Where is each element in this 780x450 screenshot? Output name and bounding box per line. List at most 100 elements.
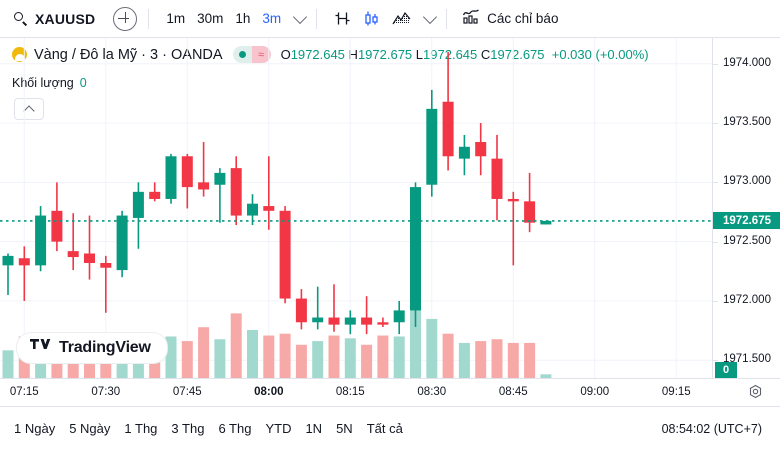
range-6-thg[interactable]: 6 Thg [218, 421, 252, 436]
price-tick-mark [713, 182, 718, 184]
market-open-dot-icon [232, 46, 252, 63]
volume-bar [132, 350, 144, 378]
ohlc-o-label: O [280, 47, 291, 62]
indicators-icon [462, 8, 481, 30]
add-symbol-button[interactable] [113, 6, 138, 31]
legend-title[interactable]: Vàng / Đô la Mỹ · 3 · OANDA [34, 46, 223, 63]
time-tick-label: 08:30 [417, 386, 447, 398]
price-axis[interactable]: 1974.000 1973.500 1973.000 1972.500 1972.000… [712, 38, 780, 378]
volume-bar [458, 342, 470, 378]
candle-body [181, 156, 193, 188]
range-5n[interactable]: 5N [336, 421, 353, 436]
time-tick-label: 07:30 [91, 386, 121, 398]
candle-body [279, 210, 291, 299]
symbol-search-button[interactable]: XAUUSD [10, 11, 99, 27]
time-tick-label: 08:45 [498, 386, 528, 398]
price-tick-label: 1972.000 [723, 293, 771, 306]
crosshair-settings-icon[interactable] [747, 384, 764, 401]
chevron-down-icon[interactable] [293, 9, 308, 24]
candle-body [540, 220, 552, 225]
candle-body [132, 191, 144, 218]
chart-type-chevron-down-icon[interactable] [423, 9, 438, 24]
volume-bar [328, 335, 340, 378]
price-tick-mark [713, 63, 718, 65]
timeframe-3m[interactable]: 3m [262, 11, 282, 26]
volume-bar [507, 342, 519, 378]
timeframe-30m[interactable]: 30m [197, 11, 224, 26]
range-ytd[interactable]: YTD [265, 421, 292, 436]
chart-pane[interactable] [0, 38, 712, 378]
volume-bar [181, 341, 193, 378]
price-tick-mark [713, 241, 718, 243]
ohlc-c-label: C [480, 47, 491, 62]
candlestick-plot [0, 38, 712, 378]
ohlc-l-label: L [415, 47, 424, 62]
volume-bar [35, 350, 47, 378]
ohlc-o-value: 1972.645 [290, 47, 345, 62]
range-tat-ca[interactable]: Tất cả [366, 421, 403, 436]
time-tick-label: 09:00 [580, 386, 610, 398]
volume-label: Khối lượng [12, 76, 74, 90]
candle-body [35, 215, 47, 266]
candle-body [116, 215, 128, 271]
toolbar-divider-1 [148, 8, 150, 29]
range-1-thg[interactable]: 1 Thg [124, 421, 158, 436]
candle-body [524, 201, 536, 223]
volume-bar [165, 336, 177, 378]
candle-body [328, 317, 340, 325]
bar-chart-icon[interactable] [334, 10, 351, 27]
candle-body [18, 258, 30, 266]
volume-bar [214, 339, 226, 378]
collapse-pane-button[interactable] [14, 98, 44, 120]
candle-body [67, 251, 79, 258]
volume-bar [442, 333, 454, 378]
candle-body [344, 317, 356, 325]
ohlc-values: O1972.645 H1972.675 L1972.645 C1972.675 … [281, 47, 649, 62]
price-tick-mark [713, 123, 718, 125]
price-tick-mark [713, 360, 718, 362]
candle-body [393, 310, 405, 323]
range-1-ngay[interactable]: 1 Ngày [14, 421, 56, 436]
timeframe-1h[interactable]: 1h [235, 11, 251, 26]
volume-bar [312, 341, 324, 378]
ohlc-change: +0.030 (+0.00%) [551, 47, 649, 62]
volume-bar [263, 335, 275, 378]
candle-body [100, 262, 112, 268]
toolbar-divider-2 [316, 8, 318, 29]
price-tick-label: 1974.000 [723, 56, 771, 69]
gold-coin-icon [12, 47, 27, 62]
candle-body [295, 298, 307, 323]
bottom-bar: 1 Ngày 5 Ngày 1 Thg 3 Thg 6 Thg YTD 1N 5… [0, 406, 780, 450]
delayed-data-icon: ≈ [251, 46, 271, 63]
volume-bar [149, 352, 161, 378]
range-1n[interactable]: 1N [305, 421, 323, 436]
ohlc-h-value: 1972.675 [357, 47, 413, 62]
time-axis[interactable]: 07:15 07:30 07:45 08:00 08:15 08:30 08:45 09:00… [0, 378, 780, 406]
timeframe-1m[interactable]: 1m [166, 11, 186, 26]
price-tick-label: 1973.000 [723, 175, 771, 188]
volume-bar [116, 352, 128, 378]
volume-badge[interactable]: 0 [715, 362, 737, 378]
candle-body [263, 206, 275, 211]
current-price-badge[interactable]: 1972.675 [713, 212, 780, 230]
candle-body [377, 322, 389, 325]
market-status-pill[interactable]: ≈ [232, 46, 271, 63]
candle-body [247, 203, 258, 216]
ohlc-l-value: 1972.645 [423, 47, 478, 62]
candlestick-icon[interactable] [363, 10, 380, 27]
clock-label[interactable]: 08:54:02 (UTC+7) [661, 421, 762, 436]
candle-body [214, 172, 226, 185]
candle-body [198, 182, 210, 190]
time-tick-label: 09:15 [661, 386, 691, 398]
time-tick-label: 07:15 [9, 386, 39, 398]
candle-body [361, 317, 373, 325]
volume-bar [279, 333, 291, 378]
indicators-button[interactable]: Các chỉ báo [458, 6, 562, 32]
range-5-ngay[interactable]: 5 Ngày [69, 421, 111, 436]
volume-bar [198, 327, 210, 378]
area-chart-icon[interactable] [392, 10, 411, 27]
top-toolbar: XAUUSD 1m 30m 1h 3m [0, 0, 780, 38]
range-3-thg[interactable]: 3 Thg [171, 421, 205, 436]
volume-bar [410, 306, 421, 378]
